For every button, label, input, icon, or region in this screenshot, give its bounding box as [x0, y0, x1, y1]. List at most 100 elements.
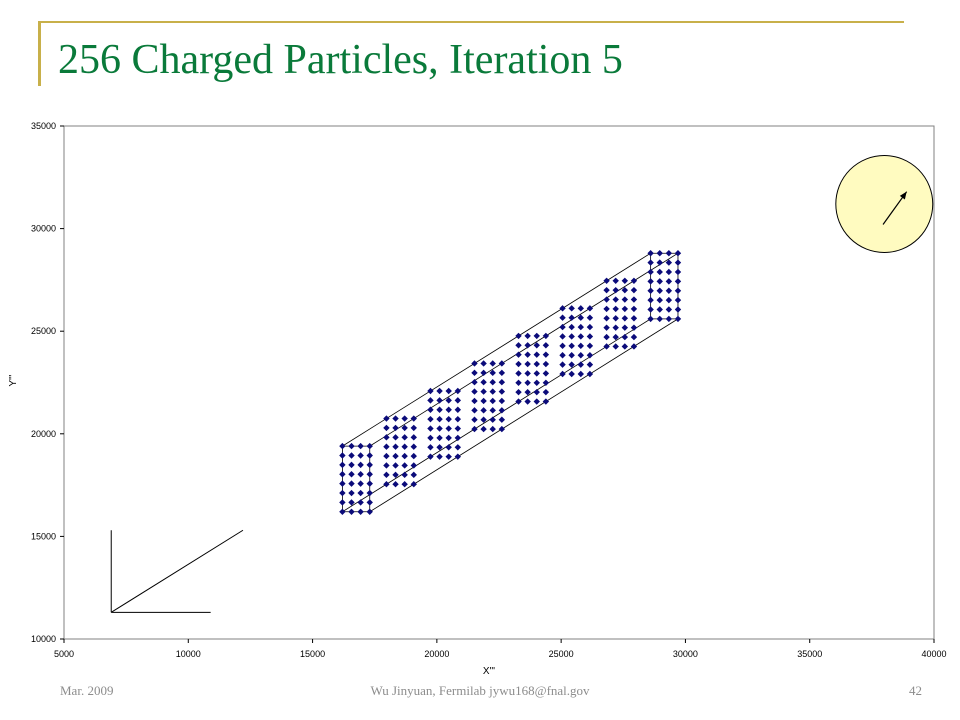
- data-point: [533, 370, 540, 377]
- data-point: [401, 481, 408, 488]
- data-point: [665, 315, 673, 323]
- data-point: [348, 461, 355, 469]
- data-point: [533, 342, 540, 349]
- data-point: [577, 342, 584, 350]
- data-point: [515, 388, 522, 396]
- data-point: [427, 453, 434, 460]
- data-point: [630, 296, 638, 303]
- data-point: [427, 444, 434, 451]
- data-point: [612, 277, 619, 284]
- data-point: [603, 277, 610, 284]
- data-point: [577, 370, 584, 378]
- data-point: [401, 434, 408, 441]
- data-point: [471, 360, 478, 367]
- data-point: [621, 296, 629, 303]
- data-point: [586, 361, 594, 368]
- data-point: [357, 499, 364, 506]
- data-point: [392, 481, 399, 488]
- data-point: [586, 342, 594, 350]
- slide-title: 256 Charged Particles, Iteration 5: [58, 37, 623, 83]
- data-point: [515, 398, 522, 405]
- data-point: [410, 434, 417, 441]
- data-point: [454, 434, 462, 442]
- data-point: [524, 388, 531, 396]
- data-point: [630, 286, 638, 294]
- data-point: [586, 370, 594, 378]
- data-point: [647, 268, 654, 276]
- data-point: [568, 361, 575, 368]
- data-point: [665, 259, 673, 266]
- data-point: [366, 442, 373, 450]
- data-point: [621, 277, 629, 284]
- y-tick-label: 35000: [31, 121, 56, 131]
- data-point: [586, 352, 594, 359]
- data-point: [366, 489, 373, 497]
- data-point: [515, 351, 522, 358]
- title-accent-bar: [38, 22, 41, 86]
- data-point: [630, 324, 638, 331]
- data-point: [366, 452, 373, 459]
- data-point: [498, 360, 506, 367]
- data-point: [427, 406, 434, 413]
- data-point: [436, 444, 443, 451]
- data-point: [392, 434, 399, 441]
- data-point: [339, 452, 346, 459]
- data-point: [674, 306, 682, 313]
- data-point: [410, 462, 417, 469]
- data-point: [383, 471, 390, 479]
- data-point: [568, 323, 575, 331]
- data-point: [586, 323, 594, 331]
- data-point: [665, 278, 673, 285]
- data-point: [577, 314, 584, 321]
- data-point: [498, 425, 506, 433]
- data-point: [568, 370, 575, 378]
- data-point: [357, 461, 364, 469]
- data-point: [489, 397, 496, 405]
- data-point: [489, 388, 496, 395]
- data-point: [445, 453, 452, 460]
- data-point: [586, 314, 594, 321]
- data-point: [489, 416, 496, 423]
- data-point: [445, 406, 452, 413]
- data-point: [612, 315, 619, 322]
- footer-date: Mar. 2009: [60, 683, 114, 698]
- y-tick-label: 15000: [31, 531, 56, 541]
- data-point: [480, 416, 487, 423]
- data-point: [339, 508, 346, 515]
- data-point: [559, 361, 566, 368]
- data-point: [471, 379, 478, 386]
- data-point: [577, 333, 584, 340]
- data-point: [603, 333, 610, 341]
- data-point: [524, 342, 531, 349]
- data-point: [612, 324, 619, 331]
- data-point: [427, 415, 434, 423]
- data-point: [454, 453, 462, 460]
- data-point: [612, 296, 619, 303]
- data-point: [410, 481, 417, 488]
- data-point: [647, 278, 654, 285]
- data-point: [498, 416, 506, 423]
- data-point: [647, 287, 654, 294]
- data-point: [348, 480, 355, 487]
- data-point: [665, 296, 673, 304]
- data-point: [656, 250, 663, 257]
- data-point: [542, 332, 550, 340]
- data-point: [542, 379, 550, 386]
- data-point: [471, 397, 478, 405]
- direction-circle: [835, 155, 934, 253]
- x-tick-label: 20000: [424, 649, 449, 659]
- data-point: [647, 315, 654, 323]
- data-point: [674, 278, 682, 285]
- data-point: [401, 471, 408, 479]
- data-point: [348, 442, 355, 450]
- data-point: [542, 342, 550, 349]
- data-point: [392, 452, 399, 460]
- data-point: [348, 471, 355, 478]
- data-point: [674, 315, 682, 323]
- data-point: [674, 250, 682, 257]
- data-point: [401, 452, 408, 460]
- data-point: [357, 508, 364, 515]
- data-point: [559, 323, 566, 331]
- data-point: [647, 250, 654, 257]
- data-point: [339, 499, 346, 506]
